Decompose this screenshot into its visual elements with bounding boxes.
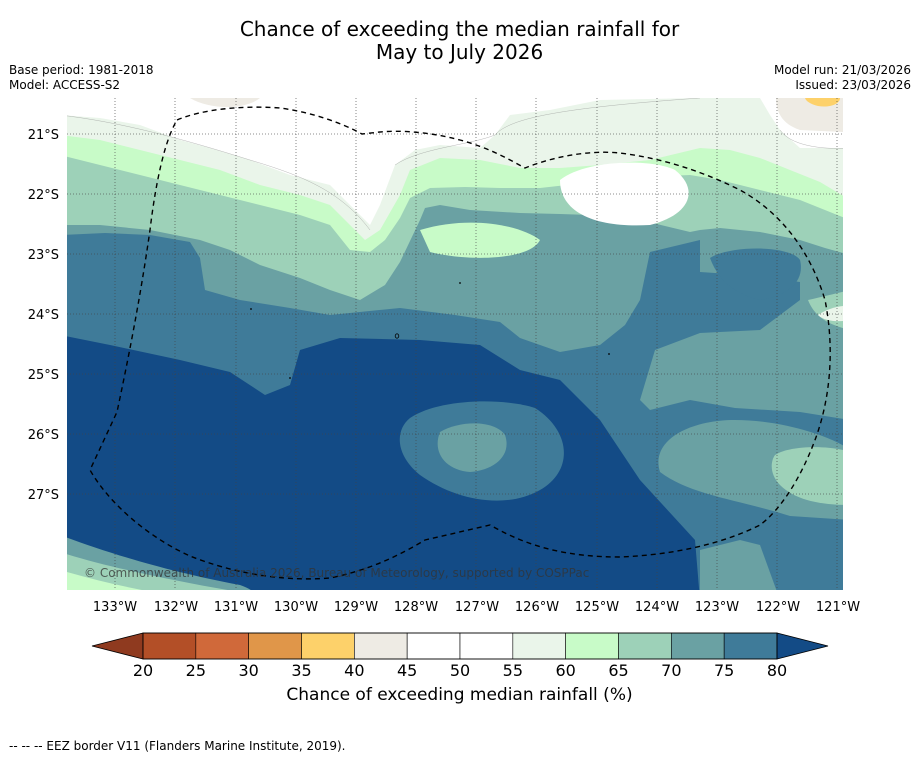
colorbar-cell xyxy=(248,632,302,660)
lon-label: 133°W xyxy=(93,600,137,615)
lat-label: 25°S xyxy=(28,368,59,383)
colorbar-tick-label: 40 xyxy=(344,661,364,680)
chart-title: Chance of exceeding the median rainfall … xyxy=(0,18,919,64)
band-55-60-islet xyxy=(703,118,726,135)
title-line-2: May to July 2026 xyxy=(375,40,544,64)
copyright-text: © Commonwealth of Australia 2026, Bureau… xyxy=(84,566,589,580)
band-70-75-east-trough xyxy=(710,248,801,300)
meta-left: Base period: 1981-2018 Model: ACCESS-S2 xyxy=(9,63,154,93)
colorbar-cell xyxy=(406,632,461,660)
colorbar-tick-label: 35 xyxy=(291,661,311,680)
colorbar-tick-label: 45 xyxy=(397,661,417,680)
band-65-70-east xyxy=(771,447,843,505)
colorbar-tick-label: 30 xyxy=(238,661,258,680)
colorbar-label: Chance of exceeding median rainfall (%) xyxy=(286,685,633,705)
model-run: Model run: 21/03/2026 xyxy=(773,63,911,77)
colorbar-tick-label: 50 xyxy=(450,661,470,680)
title-line-1: Chance of exceeding the median rainfall … xyxy=(239,17,680,41)
lat-label: 22°S xyxy=(28,188,59,203)
lon-label: 131°W xyxy=(214,600,258,615)
band-45-55 xyxy=(67,98,843,225)
colorbar-cell xyxy=(354,632,408,660)
colorbar-frame xyxy=(142,632,778,660)
colorbar-cell xyxy=(723,632,778,660)
lat-label: 24°S xyxy=(28,308,59,323)
band-65-70-sw xyxy=(67,554,228,590)
lat-labels: 21°S 22°S 23°S 24°S 25°S 26°S 27°S xyxy=(28,128,59,503)
contour-lines xyxy=(67,98,843,231)
lon-labels: 133°W 132°W 131°W 130°W 129°W 128°W 127°… xyxy=(93,600,860,615)
lon-label: 126°W xyxy=(515,600,559,615)
footnote: -- -- -- EEZ border V11 (Flanders Marine… xyxy=(9,739,346,753)
colorbar-tick-label: 65 xyxy=(608,661,628,680)
colorbar-cell xyxy=(301,632,355,660)
lon-label: 121°W xyxy=(816,600,860,615)
lon-label: 132°W xyxy=(154,600,198,615)
band-60-65-patch xyxy=(420,222,540,258)
colorbar-over-arrow xyxy=(776,632,829,660)
colorbar-cell xyxy=(142,632,197,660)
base-period: Base period: 1981-2018 xyxy=(9,63,154,77)
colorbar-cell xyxy=(565,632,619,660)
band-45-55-east xyxy=(560,162,689,226)
colorbar-cell xyxy=(459,632,514,660)
meta-right: Model run: 21/03/2026 Issued: 23/03/2026 xyxy=(774,63,911,93)
lon-label: 124°W xyxy=(635,600,679,615)
band-40-45-north xyxy=(190,98,260,107)
colorbar-cell xyxy=(512,632,566,660)
lat-label: 27°S xyxy=(28,488,59,503)
lon-label: 127°W xyxy=(455,600,499,615)
band-40-45-ne xyxy=(776,98,843,132)
lon-label: 128°W xyxy=(394,600,438,615)
graticule xyxy=(67,98,843,590)
band-60-65-sw xyxy=(67,572,142,590)
colorbar-tick-label: 55 xyxy=(503,661,523,680)
lon-label: 123°W xyxy=(695,600,739,615)
colorbar-under-arrow xyxy=(91,632,144,660)
model-name: Model: ACCESS-S2 xyxy=(9,78,121,92)
islands xyxy=(250,282,610,379)
band-70-75-south xyxy=(700,540,777,590)
band-35-40-ne xyxy=(805,98,840,107)
colorbar-cell xyxy=(671,632,725,660)
issued-date: Issued: 23/03/2026 xyxy=(795,78,911,92)
colorbar-tick-label: 70 xyxy=(661,661,681,680)
lon-label: 129°W xyxy=(334,600,378,615)
lat-label: 26°S xyxy=(28,428,59,443)
lat-label: 23°S xyxy=(28,248,59,263)
lat-label: 21°S xyxy=(28,128,59,143)
colorbar-tick-label: 80 xyxy=(767,661,787,680)
colorbar-cell xyxy=(195,632,249,660)
colorbar-tick-label: 20 xyxy=(133,661,153,680)
colorbar-tick-label: 75 xyxy=(714,661,734,680)
rainfall-contours: © Commonwealth of Australia 2026, Bureau… xyxy=(67,98,843,590)
colorbar: 20 25 30 35 40 45 50 55 60 65 70 75 80 xyxy=(91,632,829,680)
colorbar-tick-label: 25 xyxy=(186,661,206,680)
colorbar-cell xyxy=(618,632,672,660)
colorbar-tick-label: 60 xyxy=(555,661,575,680)
band-70-75-spot xyxy=(437,423,507,472)
lon-label: 130°W xyxy=(274,600,318,615)
lon-label: 125°W xyxy=(575,600,619,615)
lon-label: 122°W xyxy=(756,600,800,615)
